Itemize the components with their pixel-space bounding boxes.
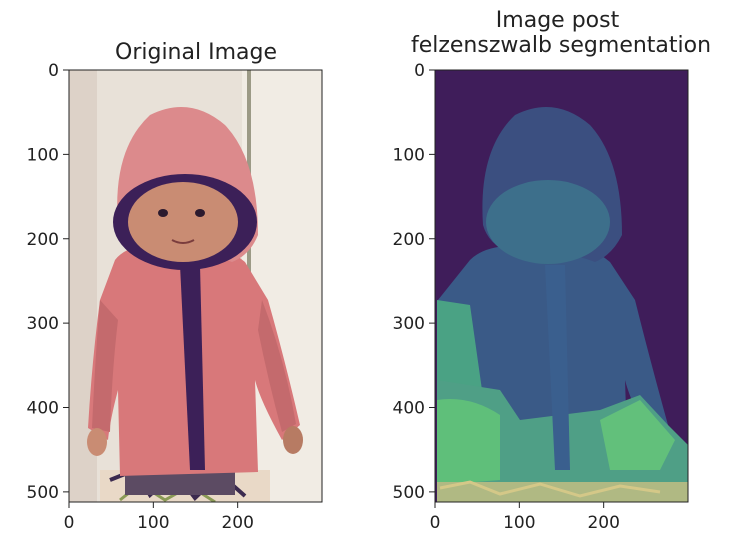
segmentation-picture [435,70,688,502]
segmentation-title: Image post felzenszwalb segmentation [411,8,711,58]
segmentation-y-tick-label-4: 400 [393,399,425,419]
original-y-tick-label-2: 200 [27,230,59,250]
segmentation-face [486,180,610,264]
segmentation-y-tick-label-5: 500 [393,483,425,503]
original-x-tick-label-1: 100 [137,513,169,533]
original-face [128,182,238,262]
segmentation-title-line-2: felzenszwalb segmentation [411,33,711,58]
original-image-ticks: 0 100 200 0 100 200 300 400 500 [27,61,254,533]
original-zipper [180,265,205,470]
original-image-frame [68,69,323,503]
segmentation-frame [434,69,689,503]
original-y-tick-label-3: 300 [27,314,59,334]
original-x-tick-label-0: 0 [64,513,75,533]
original-x-tick-label-2: 200 [221,513,253,533]
original-image-picture [69,70,322,502]
segmentation-panel: Image post felzenszwalb segmentation 0 10… [393,8,712,533]
original-y-tick-label-5: 500 [27,483,59,503]
original-y-tick-label-1: 100 [27,145,59,165]
original-y-tick-label-4: 400 [27,399,59,419]
original-y-tick-label-0: 0 [48,61,59,81]
segmentation-y-tick-label-3: 300 [393,314,425,334]
segmentation-x-tick-label-2: 200 [587,513,619,533]
segmentation-x-tick-label-1: 100 [503,513,535,533]
original-image-panel: Original Image [27,40,323,533]
segmentation-y-tick-label-2: 200 [393,230,425,250]
segmentation-bright [437,399,500,485]
segmentation-x-tick-label-0: 0 [430,513,441,533]
original-image-title: Original Image [115,40,277,65]
segmentation-ticks: 0 100 200 0 100 200 300 400 500 [393,61,620,533]
segmentation-y-tick-label-1: 100 [393,145,425,165]
segmentation-title-line-1: Image post [496,8,620,33]
segmentation-y-tick-label-0: 0 [414,61,425,81]
